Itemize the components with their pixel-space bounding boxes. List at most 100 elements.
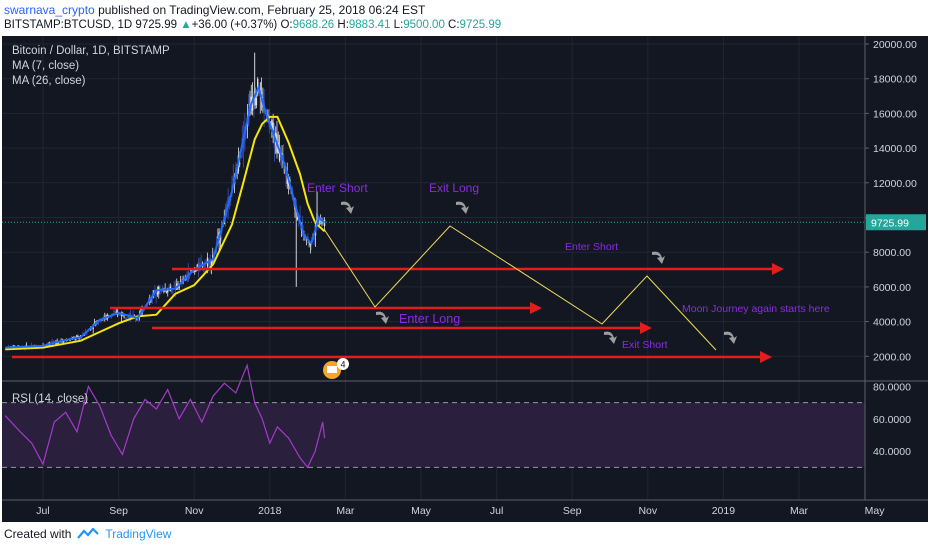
published-text: published on TradingView.com, February 2… [98, 3, 426, 17]
low-label: L: [393, 19, 404, 31]
price-tick-label: 20000.00 [873, 39, 917, 51]
candle-body [323, 219, 326, 227]
rsi-tick-label: 40.0000 [873, 446, 911, 458]
candle-body [240, 154, 242, 159]
candle-body [303, 239, 305, 241]
created-with-text: Created with [4, 527, 72, 541]
axes: 20000.00 18000.00 16000.00 14000.00 12000.00… [2, 36, 928, 522]
candle-body [196, 264, 198, 269]
time-tick-label: May [411, 505, 432, 517]
candle-body [51, 341, 53, 344]
candle-body [115, 311, 118, 313]
candle-body [258, 91, 260, 94]
candle-body [190, 269, 192, 272]
candle-body [272, 122, 274, 131]
event-flag-icon-inner [327, 366, 337, 373]
candle-body [286, 175, 288, 184]
candle-body [124, 317, 127, 319]
price-tick-label: 16000.00 [873, 108, 917, 120]
price-chart-svg[interactable]: 20000.00 18000.00 16000.00 14000.00 12000.00… [2, 36, 928, 522]
support-arrow-2-head [530, 302, 542, 314]
high-value: 9883.41 [348, 19, 391, 31]
time-tick-label: 2019 [712, 505, 736, 517]
footer: Created with TradingView [4, 527, 171, 541]
last-price: 9725.99 [135, 19, 177, 31]
candle-body [251, 100, 254, 111]
candle-body [132, 314, 134, 316]
moon-journey-label: Moon Journey again starts here [682, 303, 830, 315]
candle-body [282, 154, 285, 161]
support-arrow-3-head [640, 322, 652, 334]
candle-body [92, 327, 94, 329]
time-tick-label: Sep [563, 505, 582, 517]
exit-long-label: Exit Long [429, 181, 479, 195]
price-tick-label: 8000.00 [873, 247, 911, 259]
candle-body [271, 120, 273, 130]
candle-body [253, 104, 255, 108]
projection-path [323, 225, 717, 351]
publish-line: swarnava_crypto published on TradingView… [4, 3, 425, 17]
open-label: O: [280, 19, 293, 31]
time-tick-label: Jul [36, 505, 49, 517]
candle-body [178, 286, 181, 288]
candle-body [123, 315, 125, 317]
candle-body [181, 279, 183, 282]
candle-body [200, 263, 202, 265]
time-tick-label: Nov [638, 505, 657, 517]
tradingview-brand[interactable]: TradingView [105, 527, 172, 541]
time-tick-label: Mar [790, 505, 809, 517]
resistance-arrow-1-head [772, 263, 784, 275]
last-price-label: 9725.99 [871, 217, 909, 229]
change-arrow-icon: ▲ [180, 19, 192, 31]
ma7-legend: MA (7, close) [12, 60, 79, 72]
candle-body [128, 315, 130, 319]
symbol-label: BITSTAMP:BTCUSD, 1D [4, 19, 133, 31]
rsi-pane [2, 363, 865, 469]
price-tick-label: 2000.00 [873, 351, 911, 363]
candle-body [257, 78, 259, 94]
rsi-band [2, 402, 865, 468]
candle-body [242, 138, 245, 149]
candle-body [204, 264, 206, 270]
curved-arrow-icon [604, 331, 617, 344]
price-tick-label: 12000.00 [873, 178, 917, 190]
y-axis-bg [865, 36, 928, 522]
candle-body [170, 288, 173, 292]
enter-long-label: Enter Long [399, 312, 460, 326]
rsi-legend: RSI (14, close) [12, 393, 88, 405]
event-count-badge [337, 358, 349, 370]
close-value: 9725.99 [459, 19, 502, 31]
candle-body [136, 318, 138, 320]
candle-body [254, 92, 256, 106]
price-tick-label: 14000.00 [873, 143, 917, 155]
candle-body [183, 277, 186, 279]
time-tick-label: Jul [490, 505, 503, 517]
candle-body [309, 243, 312, 246]
candle-body [219, 238, 222, 240]
candle-body [179, 280, 182, 282]
enter-short-label-1: Enter Short [307, 181, 368, 195]
last-price-badge [866, 214, 926, 231]
curved-arrow-icon [724, 331, 737, 344]
candle-body [239, 163, 241, 165]
candle-body [197, 262, 200, 270]
ma26-legend: MA (26, close) [12, 75, 86, 87]
annotations: Enter Short Exit Long Enter Long Enter Shor… [12, 181, 830, 379]
candle-body [280, 157, 282, 160]
time-tick-label: Mar [336, 505, 355, 517]
candle-body [101, 319, 103, 321]
candle-body [97, 322, 100, 324]
high-label: H: [337, 19, 349, 31]
chart-area[interactable]: 20000.00 18000.00 16000.00 14000.00 12000.00… [2, 36, 928, 522]
candle-body [100, 320, 102, 323]
candle-body [134, 318, 137, 320]
candle-body [173, 286, 175, 288]
candle-body [172, 291, 174, 293]
candle-body [143, 309, 146, 311]
candle-body [125, 318, 128, 320]
candle-body [156, 292, 159, 295]
change-value: +36.00 (+0.37%) [191, 19, 278, 31]
candle-body [74, 338, 76, 340]
candle-body [285, 173, 287, 178]
author-link[interactable]: swarnava_crypto [4, 3, 95, 17]
